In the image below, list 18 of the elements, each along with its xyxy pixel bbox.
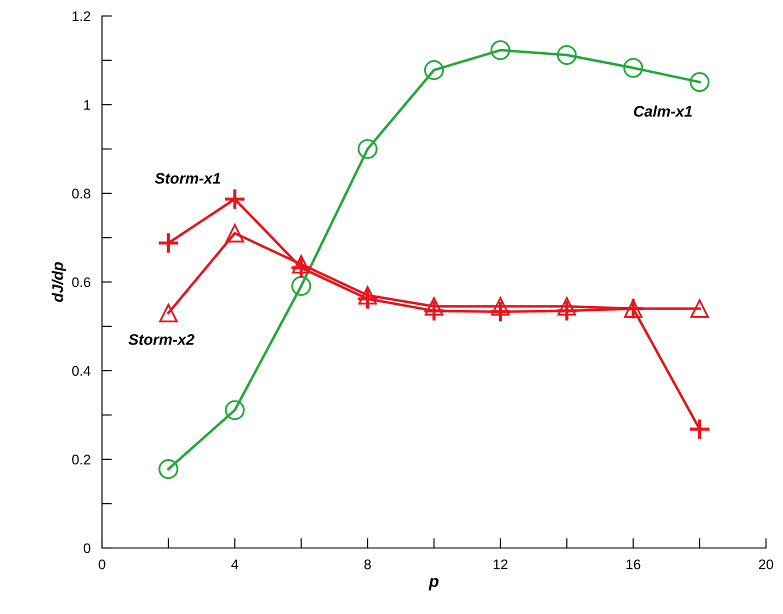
x-tick-label: 8 (364, 559, 371, 570)
y-tick-label: 0.8 (72, 188, 90, 199)
series-label: Storm-x2 (128, 334, 194, 345)
x-tick-label: 0 (98, 559, 106, 570)
x-tick-label: 20 (758, 559, 774, 570)
x-tick-label: 12 (494, 559, 508, 570)
x-tick-label: 4 (231, 560, 238, 570)
series-label: Calm-x1 (634, 105, 692, 117)
y-tick-label: 1 (84, 100, 90, 110)
x-tick-label: 16 (626, 559, 640, 570)
y-axis-title: dJ/dp (52, 262, 66, 302)
y-tick-label: 0.6 (72, 277, 90, 288)
y-tick-label: 1.2 (72, 11, 90, 22)
series-label: Storm-x1 (154, 172, 220, 184)
y-tick-label: 0 (84, 543, 90, 554)
x-axis-title: p (428, 578, 439, 590)
y-tick-label: 0.2 (72, 454, 90, 465)
y-tick-label: 0.4 (72, 366, 90, 376)
